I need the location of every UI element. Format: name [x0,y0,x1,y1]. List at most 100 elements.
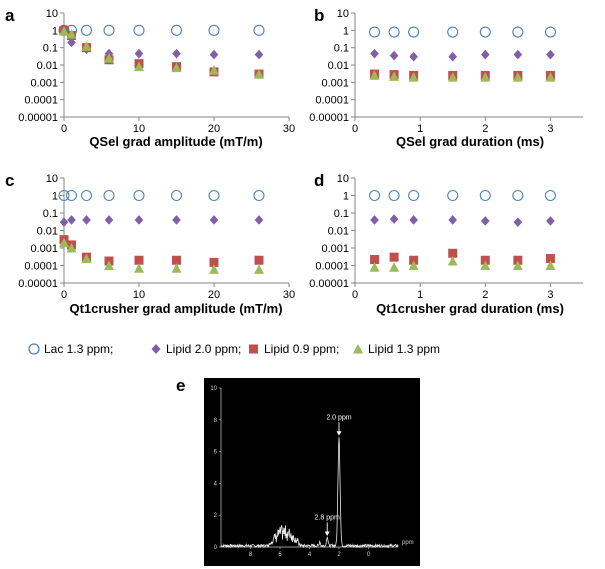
point-lipid-2-0 [172,48,181,59]
point-lipid-1-3 [447,256,458,266]
point-lipid-2-0 [254,49,264,60]
series-lipid-2-0 [59,25,264,60]
y-tick-label: 10 [337,8,349,20]
x-tick-label: 3 [547,123,553,135]
y-tick-label: 0.001 [321,243,349,255]
panel-label-a: a [5,6,15,25]
point-lipid-1-3 [480,260,491,270]
point-lipid-1-3 [512,72,523,82]
y-tick-label: 10 [46,8,58,20]
point-lac-1-3 [208,189,220,202]
point-lipid-2-0 [82,215,91,225]
point-lipid-1-3 [480,72,491,82]
point-lipid-2-0 [254,215,264,225]
y-tick-label: 0.00001 [309,278,349,290]
panel-d: d 0.00001 0.0001 0.001 0.01 0.1 1 10 0 1 2 3Qt1crus… [309,171,583,316]
point-lipid-0-9 [409,255,419,265]
point-lipid-2-0 [480,49,490,60]
point-lipid-1-3 [447,72,458,82]
y-tick-label: 0.1 [334,208,349,220]
series-lipid-1-3 [59,26,264,79]
y-tick-label: 0.00001 [18,278,58,290]
x-axis-label: QSel grad duration (ms) [396,134,544,149]
point-lac-1-3 [408,189,420,202]
y-tick-label: 0.0001 [315,95,349,107]
series-lipid-0-9 [370,69,555,80]
point-lipid-2-0 [134,48,144,59]
point-lipid-1-3 [408,72,419,82]
point-lipid-1-3 [408,260,419,270]
point-lipid-2-0 [546,216,555,226]
spectrum-y-tick-label: 8 [214,418,218,424]
point-lipid-1-3 [369,70,380,80]
peak-annotation-arrowhead [336,431,342,436]
spectrum-x-tick-label: 0 [367,552,371,558]
point-lac-1-3 [544,26,556,38]
y-tick-label: 0.00001 [309,112,349,124]
y-tick-label: 1 [52,191,58,203]
peak-annotation-arrowhead [324,531,330,536]
spectrum-x-tick-label: 2 [337,552,341,558]
spectrum-y-tick-label: 10 [210,386,217,392]
point-lipid-0-9 [448,248,458,258]
point-lipid-0-9 [480,255,490,265]
point-lac-1-3 [133,24,145,36]
point-lipid-0-9 [134,255,144,265]
point-lac-1-3 [479,189,491,202]
point-lipid-1-3 [254,69,264,79]
point-lipid-2-0 [448,51,458,62]
point-lac-1-3 [408,26,420,38]
y-tick-label: 0.0001 [24,261,58,273]
point-lipid-2-0 [409,51,418,62]
y-tick-label: 1 [343,25,349,37]
point-lipid-1-3 [104,53,114,63]
panel-a: a 0.00001 0.0001 0.001 0.01 0.1 1 10 0 10 20 30 QSel… [5,6,295,149]
point-lipid-1-3 [134,61,144,72]
point-lipid-1-3 [104,260,114,270]
spectrum-y-tick-label: 2 [214,513,218,519]
point-lipid-2-0 [370,48,379,59]
y-tick-label: 0.1 [334,43,349,55]
x-tick-label: 30 [283,123,295,135]
point-lac-1-3 [58,189,70,202]
y-tick-label: 1 [343,191,349,203]
panel-label-d: d [314,171,324,190]
point-lipid-2-0 [209,49,219,60]
point-lipid-1-3 [254,264,264,274]
point-lipid-1-3 [369,262,380,272]
x-tick-label: 30 [283,289,295,301]
x-tick-label: 20 [208,123,220,135]
panel-label-e: e [176,376,185,395]
point-lipid-1-3 [66,29,77,39]
point-lac-1-3 [479,26,491,38]
series-lac-1-3 [58,189,265,202]
point-lipid-0-9 [172,255,181,265]
legend-marker-lipid-2-0 [151,344,161,354]
series-lipid-0-9 [370,248,555,265]
spectrum-plot: 0 2 4 6 8 10 8 6 4 2 0 ppm 2.0 ppm 2.8 ppm [210,386,413,558]
y-tick-label: 0.01 [328,226,349,238]
point-lac-1-3 [80,189,93,202]
x-axis-label: Qt1crusher grad amplitude (mT/m) [69,301,282,316]
x-tick-label: 0 [61,289,67,301]
point-lipid-1-3 [134,263,144,273]
point-lipid-2-0 [389,50,399,61]
spectrum-background [204,378,420,566]
legend-label-lac: Lac 1.3 ppm; [44,342,113,356]
x-tick-label: 20 [208,289,220,301]
y-tick-label: 10 [46,173,58,185]
y-tick-label: 1 [52,25,58,37]
y-tick-label: 0.01 [328,60,349,72]
panel-label-c: c [5,171,14,190]
point-lipid-0-9 [254,255,264,265]
y-tick-label: 0.00001 [18,112,58,124]
point-lipid-2-0 [172,215,181,225]
x-tick-label: 0 [352,289,358,301]
point-lipid-0-9 [389,252,399,262]
point-lipid-2-0 [480,216,490,226]
spectrum-y-tick-label: 0 [214,545,218,551]
series-lipid-2-0 [370,214,555,227]
point-lac-1-3 [170,189,183,202]
